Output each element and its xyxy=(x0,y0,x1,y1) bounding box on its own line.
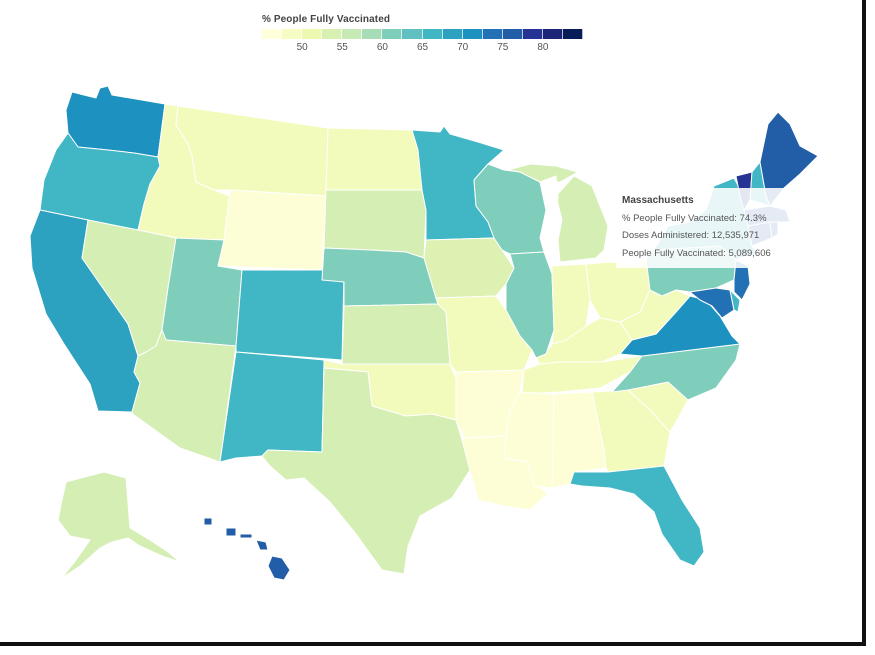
color-legend: % People Fully Vaccinated 50 55 60 65 70 75 80 xyxy=(262,14,592,56)
tooltip-title: Massachusetts xyxy=(622,195,694,206)
legend-tick-label: 60 xyxy=(376,42,388,53)
state-tooltip: Massachusetts % People Fully Vaccinated:… xyxy=(616,188,818,268)
legend-swatch xyxy=(522,29,543,39)
legend-swatch xyxy=(442,29,463,39)
state-hawaii[interactable] xyxy=(203,517,291,581)
state-wyoming[interactable] xyxy=(217,189,327,271)
hawaii-big-island[interactable] xyxy=(267,555,291,581)
legend-color-scale xyxy=(262,29,583,39)
state-illinois[interactable] xyxy=(505,251,555,359)
legend-tick-label: 75 xyxy=(497,42,509,53)
state-washington[interactable] xyxy=(65,85,166,158)
hawaii-kauai[interactable] xyxy=(203,517,213,526)
legend-tick-label: 80 xyxy=(537,42,549,53)
state-northdakota[interactable] xyxy=(325,127,423,191)
legend-swatch xyxy=(502,29,523,39)
state-florida[interactable] xyxy=(569,465,705,567)
legend-swatch xyxy=(322,29,343,39)
hawaii-maui[interactable] xyxy=(255,539,269,551)
state-michigan-lower[interactable] xyxy=(555,175,609,263)
state-mississippi[interactable] xyxy=(503,391,555,489)
legend-swatch xyxy=(462,29,483,39)
legend-swatch xyxy=(282,29,303,39)
hawaii-molokai[interactable] xyxy=(239,533,253,539)
legend-swatch xyxy=(562,29,583,39)
legend-tick-label: 55 xyxy=(336,42,348,53)
legend-swatch xyxy=(482,29,503,39)
legend-swatch xyxy=(542,29,563,39)
legend-swatch xyxy=(382,29,403,39)
state-montana[interactable] xyxy=(175,105,329,197)
tooltip-people: People Fully Vaccinated: 5,089,606 xyxy=(622,247,771,259)
legend-tick-label: 65 xyxy=(416,42,429,53)
state-alaska[interactable] xyxy=(57,471,181,579)
state-michigan-upper[interactable] xyxy=(507,163,579,183)
legend-tick-label: 70 xyxy=(457,42,469,53)
state-kansas[interactable] xyxy=(341,303,451,365)
legend-swatch xyxy=(402,29,423,39)
great-lakes xyxy=(539,175,559,247)
legend-title: % People Fully Vaccinated xyxy=(262,14,391,25)
state-southdakota[interactable] xyxy=(323,189,427,259)
state-wisconsin[interactable] xyxy=(473,163,547,255)
state-colorado[interactable] xyxy=(235,269,345,361)
legend-swatch xyxy=(262,29,283,39)
legend-tick-label: 50 xyxy=(296,42,308,53)
legend-ticks: 50 55 60 65 70 75 80 xyxy=(262,42,592,56)
state-texas[interactable] xyxy=(261,367,471,575)
tooltip-doses: Doses Administered: 12,535,971 xyxy=(622,230,760,241)
legend-swatch xyxy=(302,29,323,39)
tooltip-percent: % People Fully Vaccinated: 74.3% xyxy=(622,212,767,224)
hawaii-oahu[interactable] xyxy=(225,527,237,537)
legend-swatch xyxy=(342,29,363,39)
state-delaware[interactable] xyxy=(729,289,741,313)
state-northcarolina[interactable] xyxy=(611,343,741,401)
legend-swatch xyxy=(422,29,443,39)
state-newmexico[interactable] xyxy=(219,351,325,463)
state-maryland[interactable] xyxy=(689,287,735,319)
legend-swatch xyxy=(362,29,383,39)
